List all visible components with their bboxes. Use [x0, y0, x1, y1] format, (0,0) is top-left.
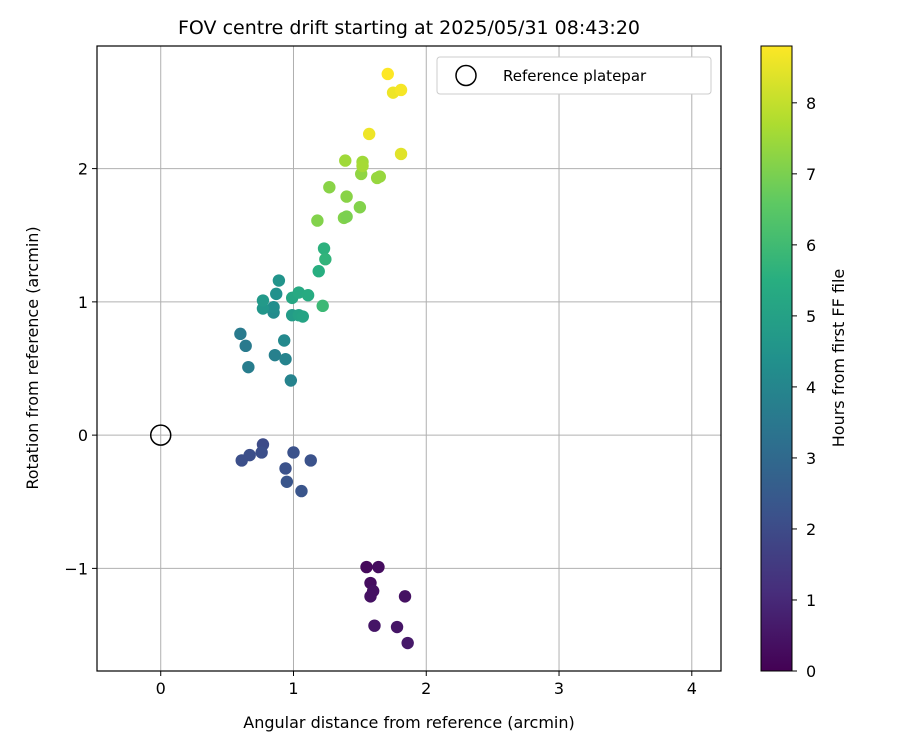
- colorbar-tick-label: 6: [806, 236, 816, 255]
- y-axis-label: Rotation from reference (arcmin): [23, 226, 42, 489]
- scatter-point: [381, 67, 394, 81]
- colorbar-tick-label: 4: [806, 378, 816, 397]
- scatter-point: [279, 462, 292, 475]
- scatter-point: [284, 374, 298, 387]
- colorbar-tick-label: 5: [806, 307, 816, 326]
- scatter-point: [287, 446, 300, 459]
- scatter-point: [268, 348, 282, 362]
- colorbar-tick-label: 3: [806, 449, 816, 468]
- x-tick-label: 3: [554, 679, 564, 698]
- scatter-point: [239, 339, 252, 353]
- legend-box: [436, 56, 712, 95]
- scatter-point: [340, 210, 353, 223]
- scatter-point: [255, 446, 268, 459]
- x-tick-label: 1: [288, 679, 298, 698]
- colorbar: 0 1 2 3 4 5 6 7 8 Hours from first FF file: [760, 45, 848, 681]
- scatter-point: [364, 590, 377, 603]
- scatter-point: [256, 294, 270, 307]
- scatter-point: [301, 289, 315, 302]
- plot-frame: [96, 45, 722, 672]
- scatter-point: [280, 475, 294, 488]
- scatter-point: [398, 590, 412, 603]
- y-tick-label: 1: [78, 293, 88, 312]
- scatter-point: [316, 299, 329, 313]
- scatter-point: [360, 560, 373, 574]
- scatter-point: [317, 242, 331, 255]
- colorbar-gradient: [760, 45, 793, 672]
- reference-marker-group: [149, 424, 172, 446]
- scatter-point: [340, 190, 353, 203]
- scatter-point: [278, 334, 291, 347]
- scatter-point: [279, 352, 292, 366]
- scatter-point: [323, 181, 336, 194]
- scatter-point: [339, 154, 352, 167]
- scatter-point: [319, 253, 332, 266]
- scatter-point: [394, 147, 408, 161]
- data-points: [234, 67, 414, 650]
- x-tick-label: 0: [156, 679, 166, 698]
- colorbar-tick-label: 2: [806, 520, 816, 539]
- scatter-point: [394, 83, 408, 97]
- scatter-point: [362, 127, 376, 141]
- scatter-point: [295, 484, 308, 498]
- y-tick-label: −1: [64, 559, 88, 578]
- legend-entry-reference-platepar: Reference platepar: [503, 67, 647, 85]
- scatter-point: [311, 214, 324, 227]
- scatter-point: [267, 300, 280, 314]
- grid: [97, 46, 721, 671]
- colorbar-ticks: 0 1 2 3 4 5 6 7 8: [792, 94, 816, 681]
- scatter-point: [312, 265, 325, 278]
- scatter-point: [242, 360, 255, 374]
- colorbar-tick-label: 0: [806, 662, 816, 681]
- y-tick-label: 0: [78, 426, 88, 445]
- scatter-point: [373, 170, 386, 183]
- reference-platepar-marker: [149, 424, 172, 446]
- colorbar-tick-label: 7: [806, 165, 816, 184]
- scatter-point: [372, 560, 385, 574]
- x-axis-ticks: 0 1 2 3 4: [156, 671, 697, 698]
- y-tick-label: 2: [78, 160, 88, 179]
- scatter-point: [353, 201, 367, 214]
- scatter-point: [356, 159, 369, 173]
- scatter-point: [234, 327, 247, 341]
- colorbar-label: Hours from first FF file: [829, 269, 848, 448]
- x-tick-label: 2: [421, 679, 431, 698]
- x-axis-label: Angular distance from reference (arcmin): [243, 713, 574, 732]
- legend-reference-marker: [455, 64, 477, 87]
- scatter-point: [292, 286, 306, 299]
- scatter-point: [235, 454, 248, 467]
- scatter-point: [272, 274, 286, 287]
- scatter-point: [368, 619, 381, 632]
- scatter-point: [296, 310, 309, 323]
- legend: Reference platepar: [436, 56, 712, 95]
- x-tick-label: 4: [687, 679, 697, 698]
- colorbar-tick-label: 1: [806, 591, 816, 610]
- scatter-point: [390, 620, 404, 634]
- chart-title: FOV centre drift starting at 2025/05/31 …: [178, 17, 640, 39]
- scatter-point: [304, 454, 317, 467]
- y-axis-ticks: −1 0 1 2: [64, 160, 97, 578]
- scatter-point: [401, 636, 414, 650]
- scatter-point: [270, 287, 283, 301]
- colorbar-tick-label: 8: [806, 94, 816, 113]
